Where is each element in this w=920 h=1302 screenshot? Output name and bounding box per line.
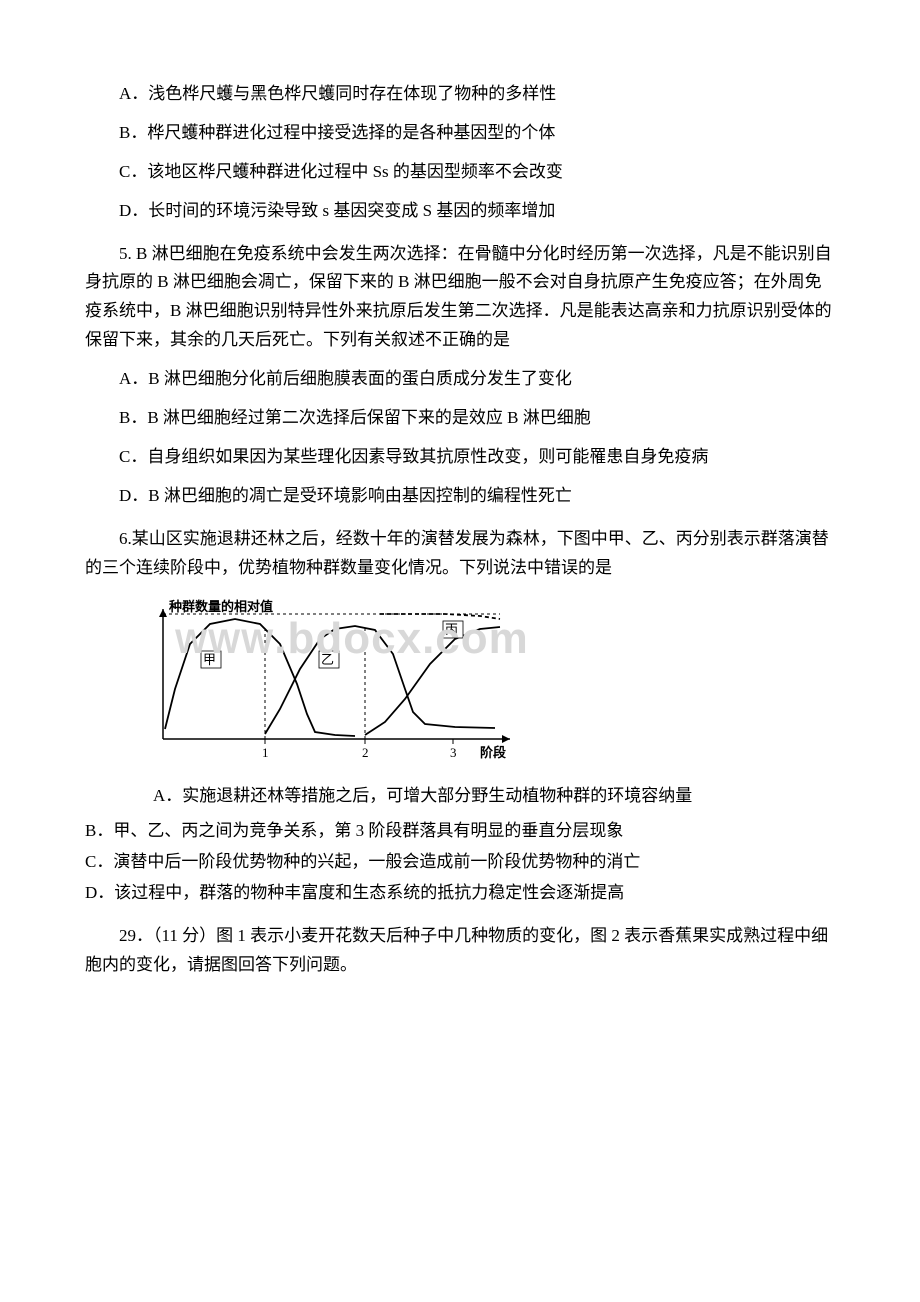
q5-intro: 5. B 淋巴细胞在免疫系统中会发生两次选择：在骨髓中分化时经历第一次选择，凡是… bbox=[85, 240, 835, 356]
q29-intro: 29．（11 分）图 1 表示小麦开花数天后种子中几种物质的变化，图 2 表示香… bbox=[85, 922, 835, 980]
svg-text:2: 2 bbox=[362, 745, 369, 760]
svg-text:乙: 乙 bbox=[321, 652, 334, 667]
svg-text:3: 3 bbox=[450, 745, 457, 760]
q4-option-b: B．桦尺蠖种群进化过程中接受选择的是各种基因型的个体 bbox=[85, 119, 835, 148]
q6-intro: 6.某山区实施退耕还林之后，经数十年的演替发展为森林，下图中甲、乙、丙分别表示群… bbox=[85, 525, 835, 583]
q6-option-d: D．该过程中，群落的物种丰富度和生态系统的抵抗力稳定性会逐渐提高 bbox=[85, 879, 835, 908]
q6-option-c: C．演替中后一阶段优势物种的兴起，一般会造成前一阶段优势物种的消亡 bbox=[85, 848, 835, 877]
svg-text:阶段: 阶段 bbox=[480, 745, 506, 760]
q4-option-d: D．长时间的环境污染导致 s 基因突变成 S 基因的频率增加 bbox=[85, 197, 835, 226]
succession-chart: WWW.bdocx.com 种群数量的相对值123阶段甲乙丙 bbox=[135, 594, 835, 764]
q4-option-c: C．该地区桦尺蠖种群进化过程中 Ss 的基因型频率不会改变 bbox=[85, 158, 835, 187]
q5-option-d: D．B 淋巴细胞的凋亡是受环境影响由基因控制的编程性死亡 bbox=[85, 482, 835, 511]
q6-option-b: B．甲、乙、丙之间为竞争关系，第 3 阶段群落具有明显的垂直分层现象 bbox=[85, 817, 835, 846]
q6-option-a: A．实施退耕还林等措施之后，可增大部分野生动植物种群的环境容纳量 bbox=[85, 782, 835, 811]
svg-text:1: 1 bbox=[262, 745, 269, 760]
q5-option-c: C．自身组织如果因为某些理化因素导致其抗原性改变，则可能罹患自身免疫病 bbox=[85, 443, 835, 472]
q5-option-b: B．B 淋巴细胞经过第二次选择后保留下来的是效应 B 淋巴细胞 bbox=[85, 404, 835, 433]
q4-option-a: A．浅色桦尺蠖与黑色桦尺蠖同时存在体现了物种的多样性 bbox=[85, 80, 835, 109]
svg-text:甲: 甲 bbox=[203, 652, 216, 667]
q5-option-a: A．B 淋巴细胞分化前后细胞膜表面的蛋白质成分发生了变化 bbox=[85, 365, 835, 394]
chart-svg: 种群数量的相对值 1 2 3 阶段 甲 乙 丙 bbox=[135, 594, 535, 764]
svg-text:种群数量的相对值: 种群数量的相对值 bbox=[168, 599, 273, 614]
svg-text:丙: 丙 bbox=[445, 622, 458, 637]
